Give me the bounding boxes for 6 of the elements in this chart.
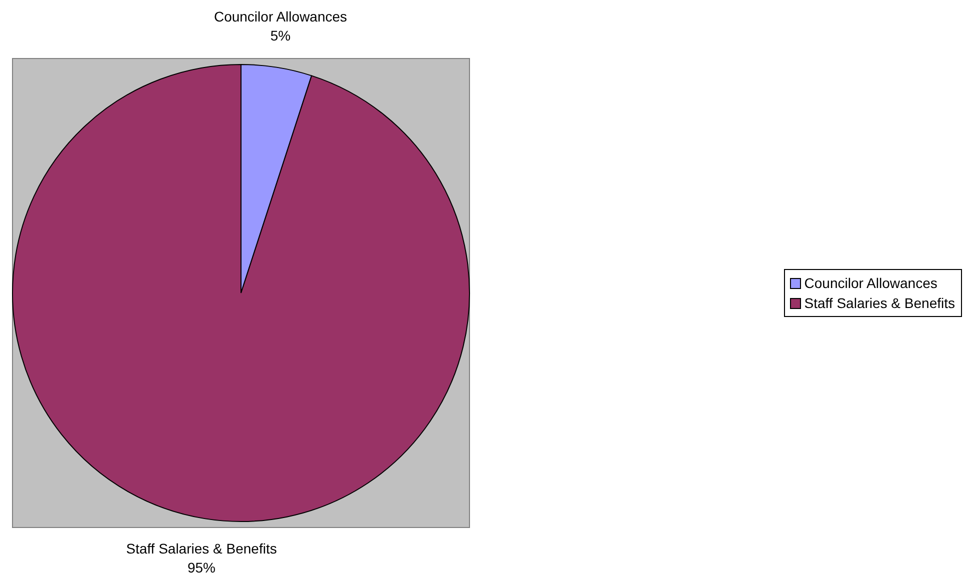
data-label: 5% xyxy=(270,27,291,44)
legend-label: Councilor Allowances xyxy=(804,274,938,293)
legend-label: Staff Salaries & Benefits xyxy=(804,294,955,313)
slice-label: Staff Salaries & Benefits xyxy=(126,540,277,556)
data-label: 95% xyxy=(187,559,216,575)
slice-label: Councilor Allowances xyxy=(214,8,348,24)
